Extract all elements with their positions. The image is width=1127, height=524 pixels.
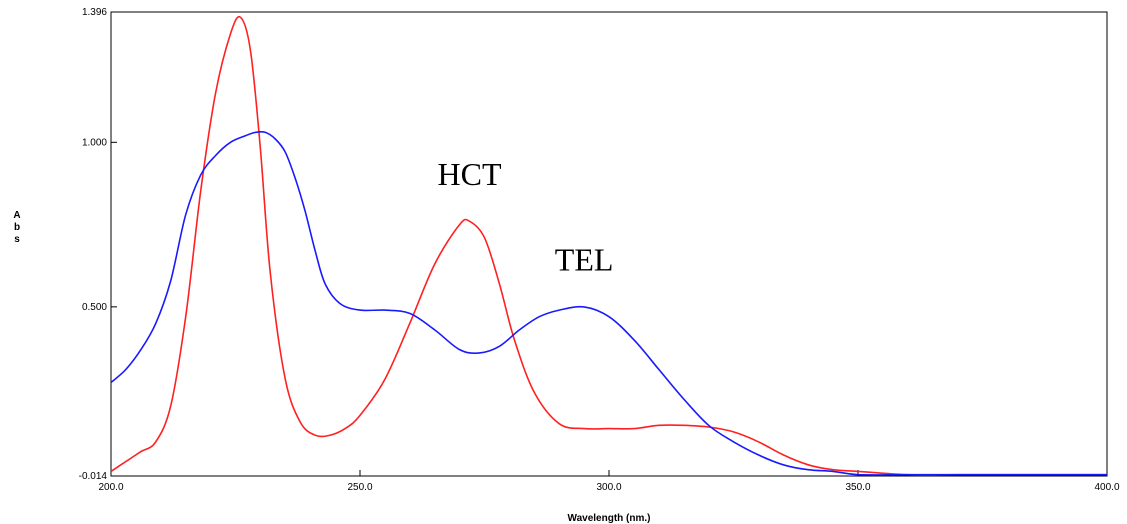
y-axis-ticks: -0.014 0.500 1.000 1.396 (79, 7, 117, 482)
y-tick-label: 1.396 (82, 7, 107, 18)
x-axis-title: Wavelength (nm.) (568, 513, 651, 524)
series-line (110, 15, 1107, 476)
y-axis-title-char: s (14, 234, 20, 245)
y-axis-title-char: A (13, 210, 20, 221)
y-tick-label: -0.014 (79, 471, 108, 482)
curve-annotation: HCT (438, 156, 502, 192)
x-tick-label: 400.0 (1094, 482, 1119, 493)
x-tick-label: 250.0 (347, 482, 372, 493)
y-tick-label: 0.500 (82, 302, 107, 313)
x-tick-label: 300.0 (596, 482, 621, 493)
series-group (110, 15, 1107, 476)
x-tick-label: 200.0 (98, 482, 123, 493)
y-tick-label: 1.000 (82, 137, 107, 148)
curve-annotation: TEL (555, 242, 614, 278)
y-axis-title-char: b (14, 222, 20, 233)
x-axis-ticks: 200.0 250.0 300.0 350.0 400.0 (98, 470, 1120, 493)
x-tick-label: 350.0 (845, 482, 870, 493)
y-axis-title: Abs (13, 210, 20, 245)
series-line (110, 130, 1107, 476)
annotations-group: HCT TEL (438, 156, 614, 278)
